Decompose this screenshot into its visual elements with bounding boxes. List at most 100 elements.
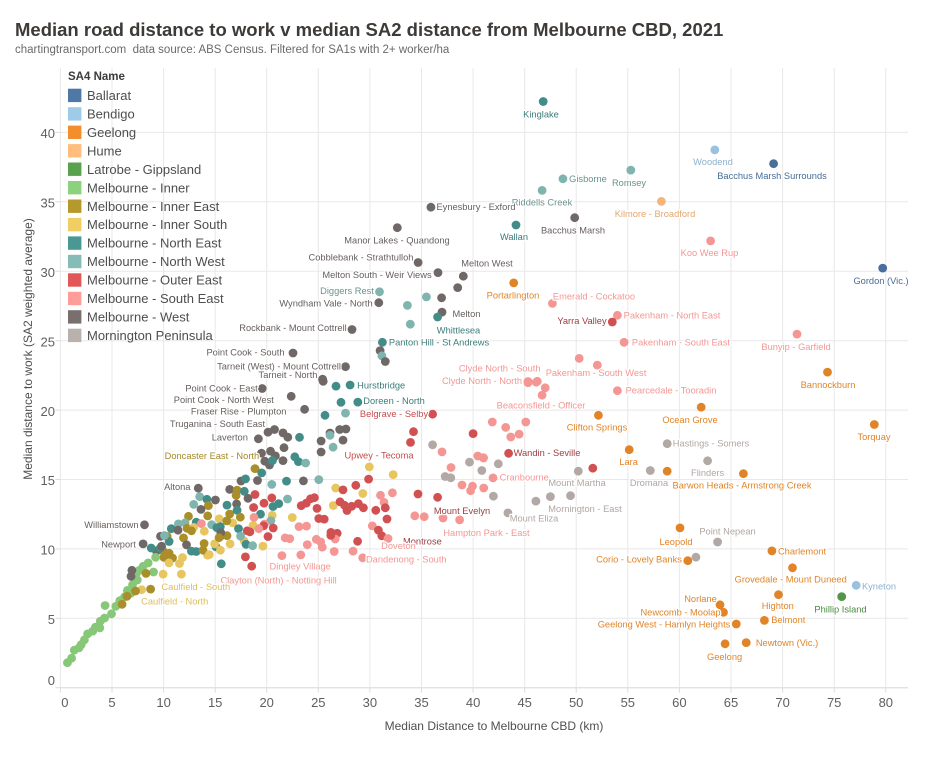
svg-text:45: 45 [517, 695, 531, 710]
svg-text:Kyneton: Kyneton [862, 582, 896, 592]
svg-text:Wallan: Wallan [500, 232, 528, 242]
svg-text:Charlemont: Charlemont [778, 547, 826, 557]
svg-text:Point Cook - South: Point Cook - South [206, 348, 284, 358]
svg-text:Corio - Lovely Banks: Corio - Lovely Banks [596, 555, 682, 565]
svg-text:Ballarat: Ballarat [87, 88, 131, 103]
svg-text:15: 15 [208, 695, 222, 710]
svg-text:Gordon (Vic.): Gordon (Vic.) [853, 276, 908, 286]
svg-text:Mount Eliza: Mount Eliza [510, 514, 559, 524]
svg-text:Median road distance to work v: Median road distance to work v median SA… [15, 19, 723, 40]
svg-text:Bunyip - Garfield: Bunyip - Garfield [761, 342, 830, 352]
svg-text:75: 75 [827, 695, 841, 710]
svg-text:Melbourne - Inner East: Melbourne - Inner East [87, 199, 220, 214]
svg-text:Newtown (Vic.): Newtown (Vic.) [756, 638, 818, 648]
svg-text:Dingley Village: Dingley Village [270, 562, 331, 572]
svg-text:Newcomb - Moolap: Newcomb - Moolap [640, 607, 720, 617]
svg-text:Doveton: Doveton [381, 541, 416, 551]
svg-text:Kilmore - Broadford: Kilmore - Broadford [615, 209, 696, 219]
svg-text:Flinders: Flinders [691, 468, 724, 478]
svg-text:Yarra Valley: Yarra Valley [557, 316, 607, 326]
svg-text:55: 55 [621, 695, 635, 710]
svg-text:0: 0 [61, 695, 68, 710]
svg-text:65: 65 [724, 695, 738, 710]
svg-text:25: 25 [311, 695, 325, 710]
svg-text:Kinglake: Kinglake [523, 110, 559, 120]
svg-text:Pakenham - North East: Pakenham - North East [624, 311, 721, 321]
svg-text:Clifton Springs: Clifton Springs [567, 423, 628, 433]
svg-text:Doreen - North: Doreen - North [363, 396, 425, 406]
svg-text:30: 30 [41, 265, 55, 280]
svg-text:Manor Lakes - Quandong: Manor Lakes - Quandong [344, 236, 449, 246]
svg-text:Hastings - Somers: Hastings - Somers [673, 439, 750, 449]
svg-text:Geelong: Geelong [707, 652, 742, 662]
svg-text:Geelong West - Hamlyn Heights: Geelong West - Hamlyn Heights [598, 619, 731, 629]
svg-text:20: 20 [259, 695, 273, 710]
svg-text:80: 80 [879, 695, 893, 710]
svg-text:Caulfield - North: Caulfield - North [141, 596, 208, 606]
svg-text:15: 15 [41, 473, 55, 488]
svg-text:Beaconsfield - Officer: Beaconsfield - Officer [497, 401, 586, 411]
svg-text:Upwey - Tecoma: Upwey - Tecoma [344, 451, 414, 461]
svg-text:20: 20 [41, 404, 55, 419]
svg-text:Bannockburn: Bannockburn [801, 380, 856, 390]
svg-text:Romsey: Romsey [612, 178, 646, 188]
svg-text:Caulfield - South: Caulfield - South [161, 582, 230, 592]
svg-text:10: 10 [41, 543, 55, 558]
svg-text:Fraser Rise - Plumpton: Fraser Rise - Plumpton [191, 407, 287, 417]
svg-text:5: 5 [108, 695, 115, 710]
svg-text:Median Distance to Melbourne C: Median Distance to Melbourne CBD (km) [385, 719, 604, 733]
svg-text:SA4 Name: SA4 Name [68, 71, 125, 83]
svg-text:Hume: Hume [87, 143, 122, 158]
svg-text:Williamstown: Williamstown [84, 520, 138, 530]
svg-text:Hampton Park - East: Hampton Park - East [443, 528, 530, 538]
svg-text:Melbourne - North West: Melbourne - North West [87, 254, 225, 269]
svg-text:Wyndham Vale - North: Wyndham Vale - North [279, 299, 372, 309]
svg-text:Mornington - East: Mornington - East [548, 504, 622, 514]
svg-text:Eynesbury - Exford: Eynesbury - Exford [436, 202, 515, 212]
svg-text:40: 40 [466, 695, 480, 710]
svg-text:Diggers Rest: Diggers Rest [320, 286, 374, 296]
svg-text:Pakenham - South East: Pakenham - South East [632, 338, 731, 348]
svg-text:Barwon Heads - Armstrong Creek: Barwon Heads - Armstrong Creek [673, 481, 812, 491]
svg-text:Dandenong - South: Dandenong - South [366, 555, 447, 565]
svg-text:Geelong: Geelong [87, 125, 136, 140]
svg-text:Gisborne: Gisborne [569, 174, 607, 184]
svg-text:Mount Evelyn: Mount Evelyn [434, 506, 490, 516]
svg-text:Mornington Peninsula: Mornington Peninsula [87, 328, 214, 343]
svg-text:Truganina - South East: Truganina - South East [170, 419, 266, 429]
svg-text:Belmont: Belmont [771, 615, 806, 625]
svg-text:Montrose: Montrose [403, 537, 442, 547]
svg-text:Torquay: Torquay [857, 432, 890, 442]
svg-text:Highton: Highton [762, 601, 794, 611]
svg-text:Belgrave - Selby: Belgrave - Selby [360, 409, 429, 419]
svg-text:Rockbank - Mount Cottrell: Rockbank - Mount Cottrell [239, 323, 346, 333]
svg-text:5: 5 [48, 612, 55, 627]
svg-text:Phillip Island: Phillip Island [814, 605, 866, 615]
svg-text:35: 35 [41, 196, 55, 211]
svg-text:Leopold: Leopold [659, 537, 692, 547]
svg-text:Norlane: Norlane [684, 594, 717, 604]
svg-text:Woodend: Woodend [693, 157, 733, 167]
svg-text:50: 50 [569, 695, 583, 710]
svg-text:Melbourne - West: Melbourne - West [87, 310, 190, 325]
svg-text:Pakenham - South West: Pakenham - South West [546, 368, 647, 378]
svg-text:40: 40 [41, 126, 55, 141]
svg-text:Melbourne - North East: Melbourne - North East [87, 236, 222, 251]
svg-text:Point Cook - East: Point Cook - East [185, 384, 258, 394]
svg-text:Koo Wee Rup: Koo Wee Rup [681, 248, 739, 258]
svg-text:Melton South - Weir Views: Melton South - Weir Views [322, 270, 432, 280]
svg-text:Panton Hill - St Andrews: Panton Hill - St Andrews [389, 338, 490, 348]
svg-text:Bacchus Marsh Surrounds: Bacchus Marsh Surrounds [717, 171, 827, 181]
svg-text:10: 10 [156, 695, 170, 710]
svg-text:Bacchus Marsh: Bacchus Marsh [541, 226, 605, 236]
svg-text:Melbourne - South East: Melbourne - South East [87, 291, 224, 306]
svg-text:Melton: Melton [453, 309, 481, 319]
svg-text:Point Nepean: Point Nepean [699, 527, 755, 537]
svg-text:70: 70 [775, 695, 789, 710]
svg-text:Dromana: Dromana [630, 478, 669, 488]
svg-text:Median distance to work (SA2 w: Median distance to work (SA2 weighted av… [21, 218, 35, 479]
svg-text:Melbourne - Inner: Melbourne - Inner [87, 180, 190, 195]
svg-text:Melbourne - Inner South: Melbourne - Inner South [87, 217, 227, 232]
svg-text:Grovedale - Mount Duneed: Grovedale - Mount Duneed [735, 575, 847, 585]
svg-text:Bendigo: Bendigo [87, 107, 135, 122]
